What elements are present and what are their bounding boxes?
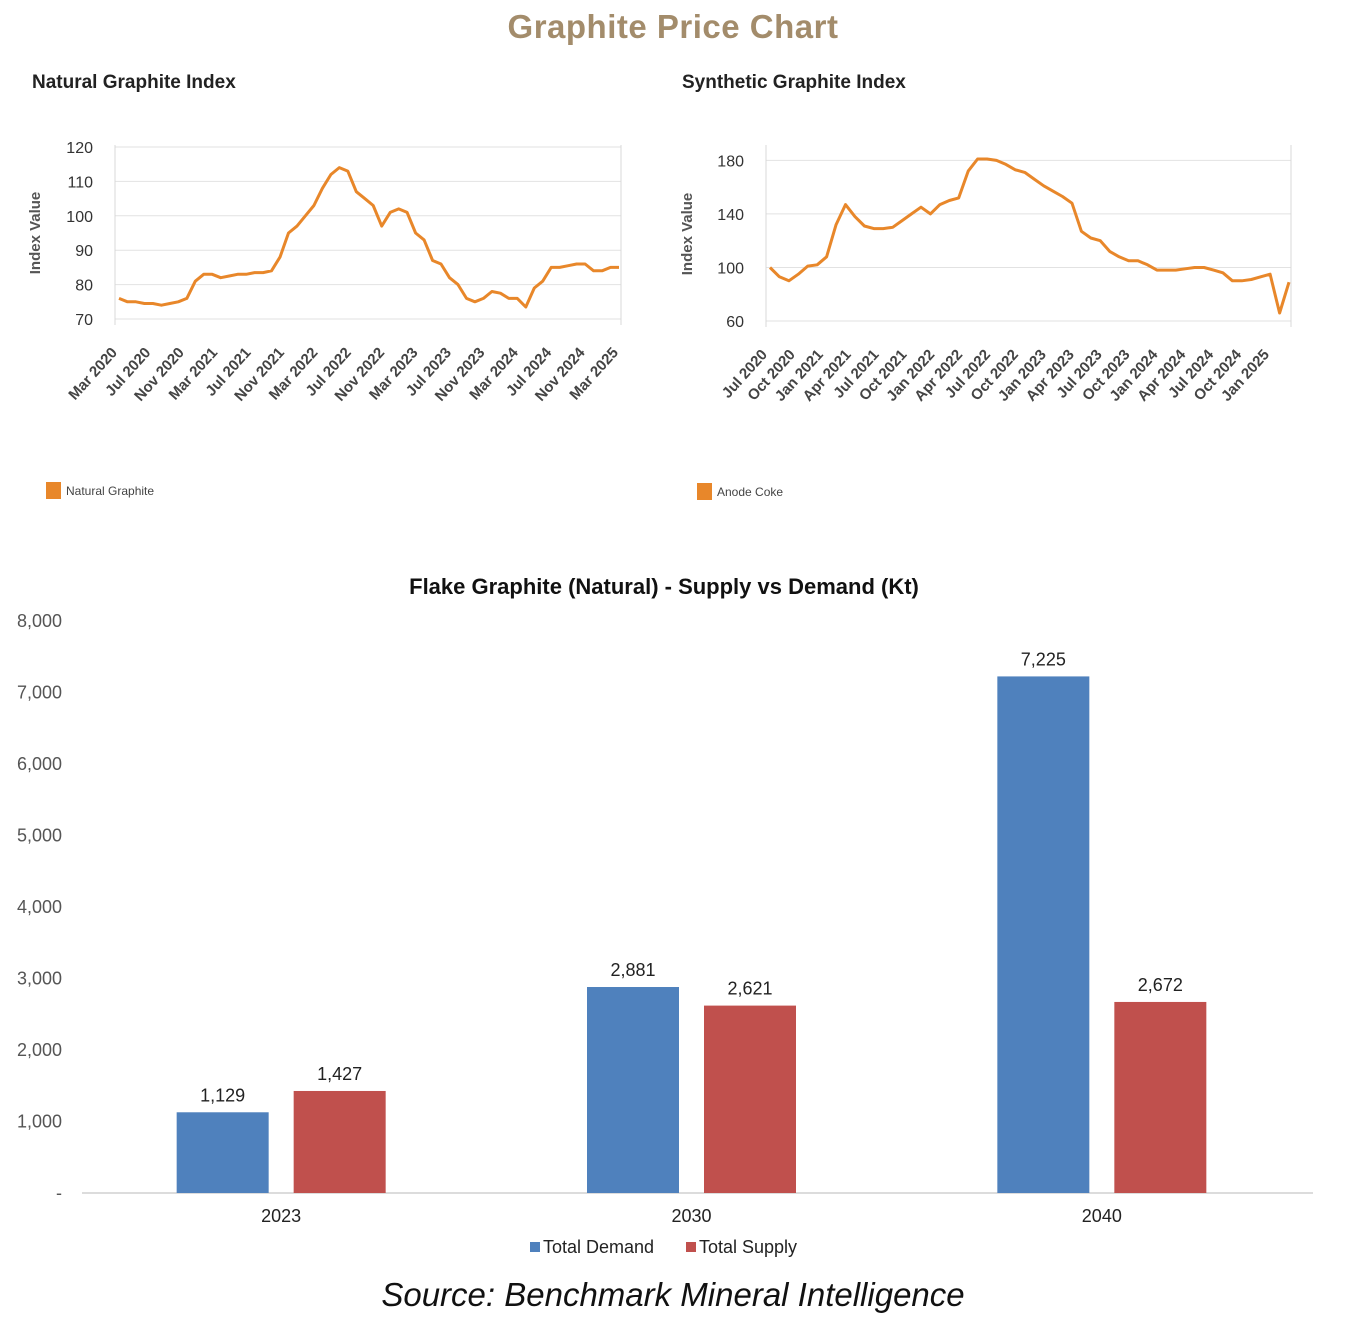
bar (997, 676, 1090, 1193)
y-tick-label: 90 (75, 243, 93, 260)
y-tick-label: 60 (726, 314, 744, 331)
y-tick-label: 110 (67, 174, 93, 191)
data-label: 7,225 (1021, 649, 1066, 669)
x-tick-label: 2023 (261, 1206, 301, 1226)
legend-swatch (686, 1242, 696, 1252)
y-tick-label: 80 (75, 278, 93, 295)
data-label: 2,881 (610, 960, 655, 980)
line-chart-synthetic: Synthetic Graphite Index Index Value 180 14… (679, 72, 1292, 500)
y-tick-label: 3,000 (17, 969, 62, 989)
bar (704, 1005, 796, 1193)
legend-label: Anode Coke (717, 485, 783, 499)
bar (587, 987, 679, 1193)
bar (1114, 1001, 1207, 1193)
y-tick-label: 1,000 (17, 1112, 62, 1132)
y-tick-label: 6,000 (17, 754, 62, 774)
y-tick-label: 2,000 (17, 1040, 62, 1060)
x-tick-label: 2030 (671, 1206, 711, 1226)
legend-swatch (530, 1242, 540, 1252)
series-line (768, 157, 1291, 315)
data-label: 2,672 (1138, 975, 1183, 995)
chart-title: Synthetic Graphite Index (682, 72, 906, 93)
legend-swatch (697, 483, 712, 500)
legend-swatch (46, 482, 61, 499)
y-tick-label: 100 (66, 209, 93, 226)
bar (176, 1112, 269, 1193)
y-tick-label: 7,000 (17, 683, 62, 703)
y-tick-label: 8,000 (17, 611, 62, 631)
y-tick-label: - (56, 1183, 62, 1203)
y-tick-label: 100 (717, 260, 744, 277)
y-axis-label: Index Value (679, 193, 696, 276)
y-tick-label: 5,000 (17, 826, 62, 846)
y-tick-label: 120 (66, 140, 93, 157)
data-label: 1,427 (317, 1064, 362, 1084)
data-label: 1,129 (200, 1085, 245, 1105)
legend-label: Natural Graphite (66, 484, 154, 498)
bar-chart: Flake Graphite (Natural) - Supply vs Dem… (17, 574, 1313, 1257)
y-tick-label: 180 (717, 153, 744, 170)
y-tick-label: 4,000 (17, 897, 62, 917)
data-label: 2,621 (727, 979, 772, 999)
source-caption: Source: Benchmark Mineral Intelligence (381, 1276, 965, 1313)
y-tick-label: 140 (717, 207, 744, 224)
legend-label: Total Demand (543, 1237, 654, 1257)
y-tick-label: 70 (75, 312, 93, 329)
x-tick-label: 2040 (1082, 1206, 1122, 1226)
bar (293, 1090, 386, 1193)
series-line (118, 166, 619, 309)
line-chart-natural: Natural Graphite Index Index Value 120 110 1… (27, 72, 622, 499)
chart-title: Natural Graphite Index (32, 72, 236, 93)
page-title: Graphite Price Chart (507, 8, 839, 45)
chart-title: Flake Graphite (Natural) - Supply vs Dem… (409, 574, 919, 599)
legend-label: Total Supply (699, 1237, 797, 1257)
y-axis-label: Index Value (27, 192, 44, 275)
